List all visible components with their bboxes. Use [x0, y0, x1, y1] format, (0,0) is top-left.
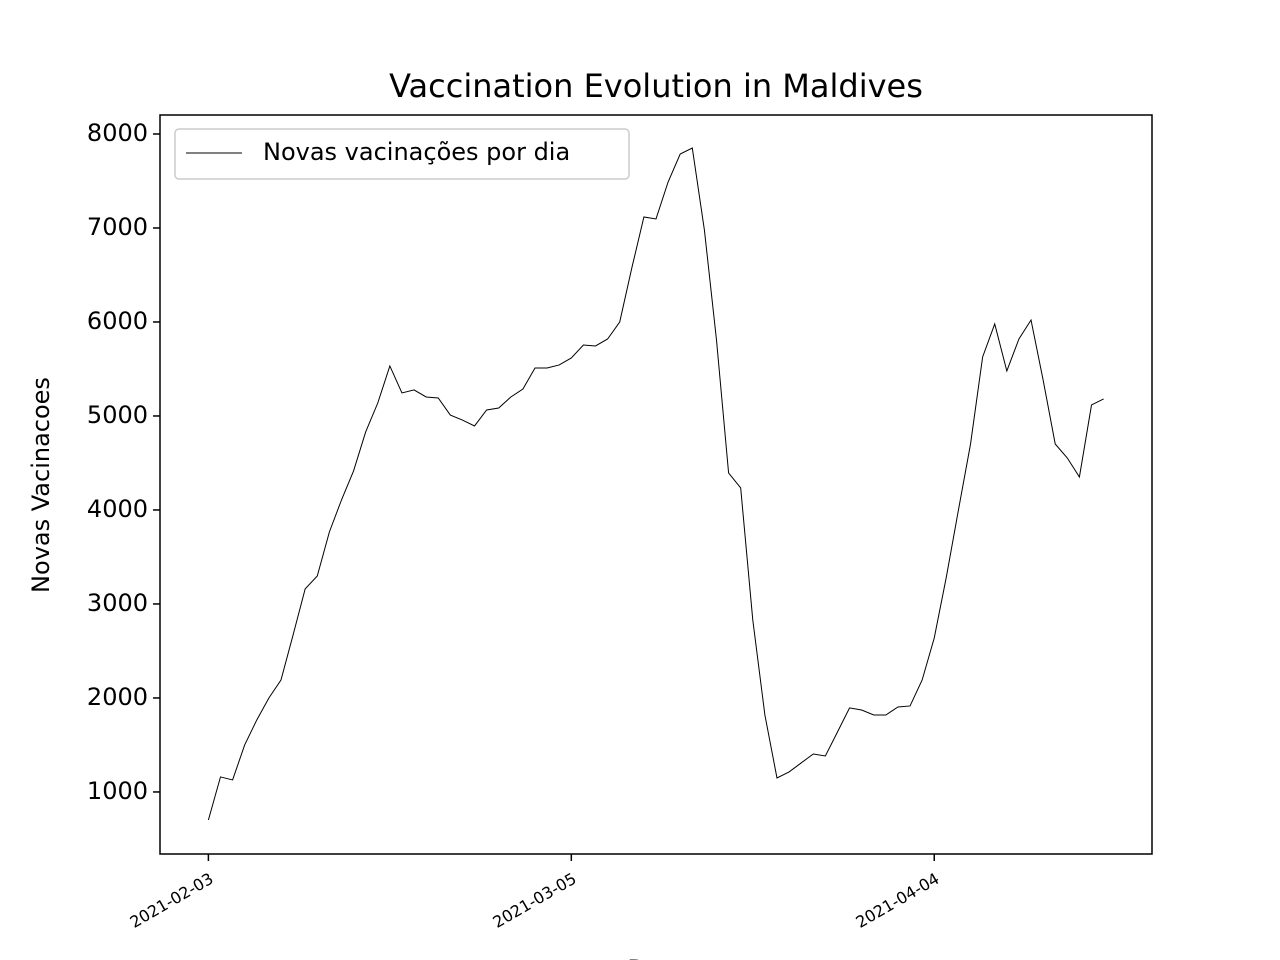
- y-tick-label: 7000: [87, 213, 148, 241]
- x-tick-label: 2021-02-03: [127, 869, 217, 932]
- line-series: [207, 147, 1104, 821]
- chart-title: Vaccination Evolution in Maldives: [389, 67, 923, 105]
- legend-box: [174, 128, 630, 180]
- y-tick-label: 4000: [87, 495, 148, 523]
- y-tick-label: 1000: [87, 777, 148, 805]
- plot-frame: [159, 114, 1153, 855]
- x-tick-label: 2021-03-05: [490, 869, 580, 932]
- y-tick-label: 8000: [87, 119, 148, 147]
- y-tick-label: 6000: [87, 307, 148, 335]
- y-axis-label: Novas Vacinacoes: [27, 377, 55, 593]
- y-tick-label: 5000: [87, 401, 148, 429]
- x-tick-label: 2021-04-04: [852, 869, 942, 932]
- y-tick-label: 3000: [87, 589, 148, 617]
- x-axis-label: Data: [627, 955, 684, 960]
- y-tick-label: 2000: [87, 683, 148, 711]
- legend: Novas vacinações por dia: [174, 128, 630, 180]
- legend-label: Novas vacinações por dia: [263, 138, 570, 166]
